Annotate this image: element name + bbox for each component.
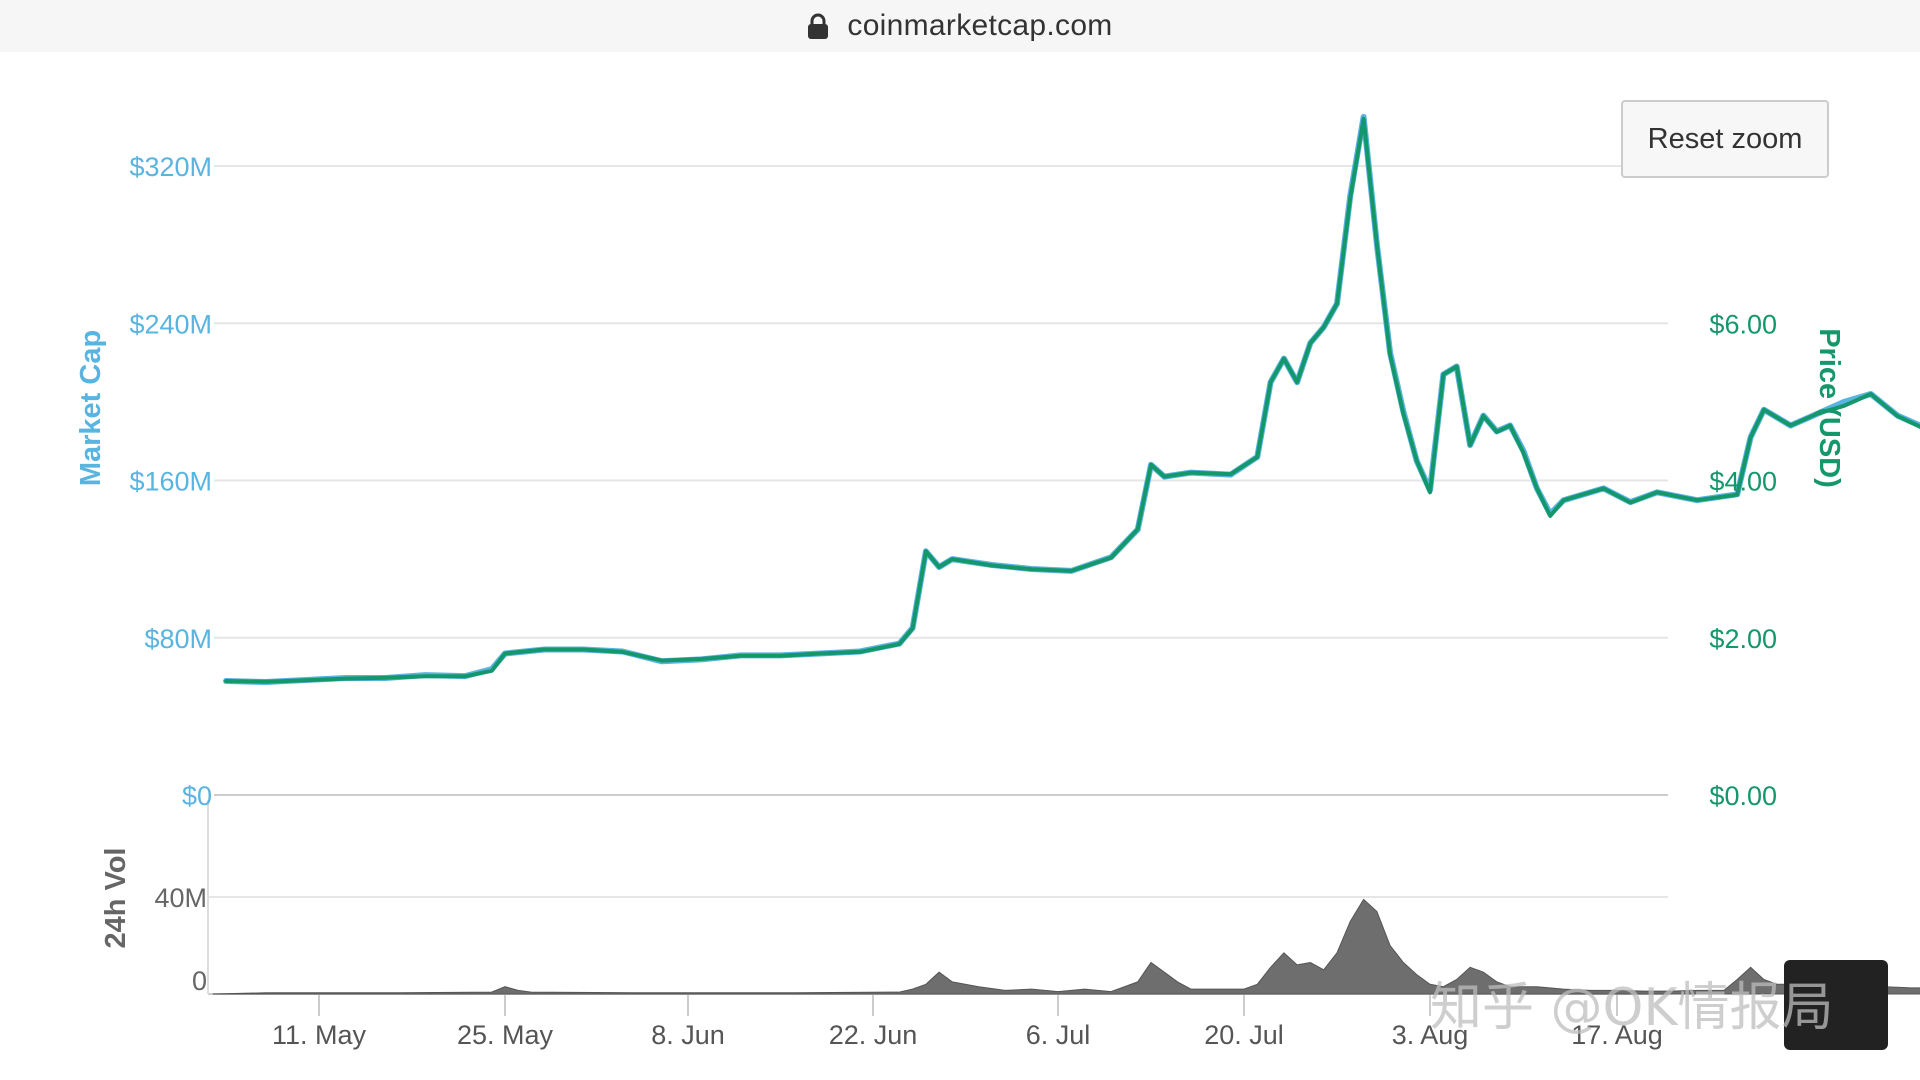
left-axis-tick-label-0: $0: [182, 781, 212, 811]
x-axis-tick-label-1: 25. May: [457, 1020, 554, 1050]
volume-area-layer: [212, 898, 1920, 995]
watermark-corner-box: [1784, 960, 1888, 1050]
left-axis-tick-label-2: $160M: [129, 467, 212, 497]
x-axis-tick-label-5: 20. Jul: [1204, 1020, 1284, 1050]
x-axis-tick-label-2: 8. Jun: [651, 1020, 725, 1050]
left-axis-tick-label-1: $80M: [144, 624, 212, 654]
grid-lines: [207, 165, 1668, 1016]
x-axis-tick-label-4: 6. Jul: [1026, 1020, 1091, 1050]
x-axis-tick-label-6: 3. Aug: [1392, 1020, 1469, 1050]
left-axis-title: Market Cap: [75, 330, 107, 486]
volume-tick-label-0: 0: [192, 966, 207, 996]
browser-address-bar[interactable]: coinmarketcap.com: [0, 0, 1920, 52]
left-axis-tick-label-4: $320M: [129, 152, 212, 182]
volume-area: [212, 898, 1920, 995]
price-line: [224, 116, 1920, 684]
right-axis-tick-label-2: $4.00: [1709, 467, 1777, 497]
x-axis-tick-label-0: 11. May: [272, 1020, 367, 1050]
x-axis-tick-label-7: 17. Aug: [1571, 1020, 1663, 1050]
market-cap-line: [223, 113, 1920, 685]
x-axis-tick-label-3: 22. Jun: [829, 1020, 918, 1050]
right-axis-tick-label-1: $2.00: [1709, 624, 1777, 654]
lock-icon: [808, 13, 829, 39]
right-axis-tick-label-0: $0.00: [1709, 781, 1777, 811]
axes-layer: $0 $80M $160M $240M $320M $0.00 $2.00 $4.00 $6.0…: [75, 152, 1845, 1050]
right-axis-title: Price (USD): [1813, 328, 1845, 488]
right-axis-tick-label-3: $6.00: [1709, 309, 1777, 339]
volume-tick-label-40m: 40M: [154, 883, 207, 913]
reset-zoom-button[interactable]: Reset zoom: [1621, 100, 1829, 178]
series-lines-layer: [223, 113, 1920, 685]
url-text: coinmarketcap.com: [847, 9, 1113, 42]
volume-axis-title: 24h Vol: [100, 848, 132, 949]
left-axis-tick-label-3: $240M: [129, 309, 212, 339]
